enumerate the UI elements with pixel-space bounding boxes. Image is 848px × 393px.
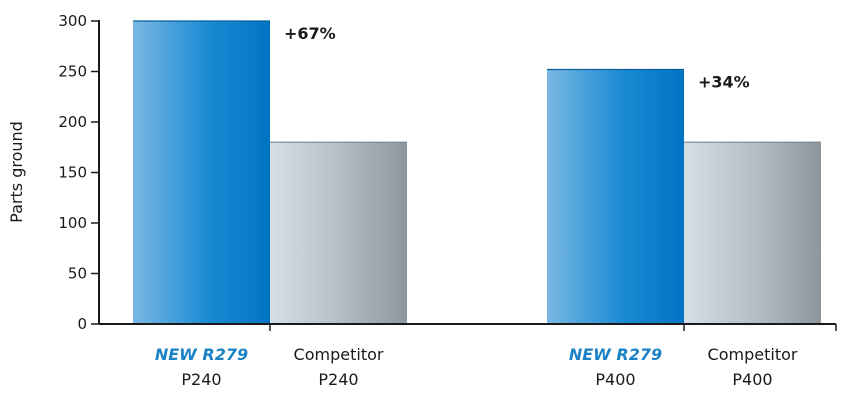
y-tick-label: 300 [58, 12, 87, 30]
y-tick-label: 250 [58, 63, 87, 81]
y-tick-label: 50 [68, 265, 87, 283]
percent-annotation: +67% [284, 24, 336, 43]
category-label-line2: P400 [595, 370, 635, 389]
x-axis [99, 323, 837, 331]
y-axis: 0 50 100 150 200 250 300 [58, 12, 100, 333]
category-label-line2: P240 [181, 370, 221, 389]
bar-competitor [270, 142, 407, 324]
y-tick-label: 150 [58, 164, 87, 182]
category-label-line1: NEW R279 [155, 345, 248, 364]
category-label-line2: P240 [318, 370, 358, 389]
bar-new-r279 [547, 69, 684, 324]
category-label-line1: NEW R279 [569, 345, 662, 364]
bars [133, 20, 821, 324]
percent-annotation: +34% [698, 72, 750, 91]
category-label-line1: Competitor [294, 345, 384, 364]
category-label-line1: Competitor [708, 345, 798, 364]
y-tick-label: 0 [77, 315, 87, 333]
y-axis-title: Parts ground [7, 121, 26, 223]
bar-new-r279 [133, 21, 270, 324]
y-tick-label: 100 [58, 214, 87, 232]
bar-competitor [684, 142, 821, 324]
y-tick-label: 200 [58, 113, 87, 131]
category-labels: NEW R279 P240 Competitor P240 +67% NEW R279 P4… [155, 24, 798, 389]
category-label-line2: P400 [732, 370, 772, 389]
